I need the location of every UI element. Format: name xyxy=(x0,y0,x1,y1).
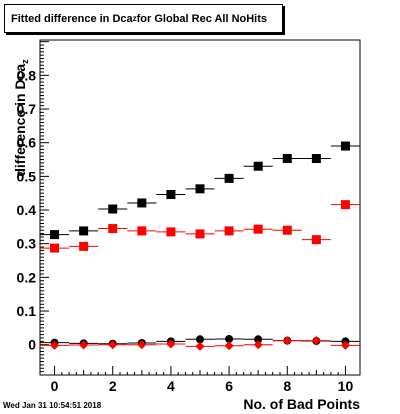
data-point-square xyxy=(282,154,292,164)
y-axis-label-subscript: z xyxy=(20,59,30,64)
data-point-square xyxy=(137,226,147,236)
data-point-square xyxy=(108,204,118,214)
data-point-square xyxy=(195,184,205,194)
data-point-square xyxy=(224,173,234,183)
y-tick-label: 0.4 xyxy=(17,202,37,218)
data-point-diamond xyxy=(311,336,321,346)
data-point-square xyxy=(166,190,176,200)
y-tick-label: 0.7 xyxy=(17,101,37,117)
data-point-diamond xyxy=(195,341,205,351)
data-point-diamond xyxy=(224,341,234,351)
data-point-square xyxy=(311,154,321,164)
data-point-diamond xyxy=(340,340,350,350)
data-point-diamond xyxy=(282,336,292,346)
data-point-diamond xyxy=(108,340,118,350)
data-point-square xyxy=(79,241,89,251)
chart-title: Fitted difference in Dca z for Global Rec… xyxy=(4,4,283,33)
data-point-square xyxy=(224,226,234,236)
title-main: Fitted difference in Dca xyxy=(11,12,133,25)
y-tick-label: 0.2 xyxy=(17,269,37,285)
data-point-square xyxy=(108,224,118,234)
y-tick-label: 0.6 xyxy=(17,135,37,151)
data-point-square xyxy=(50,243,60,253)
x-tick-label: 0 xyxy=(51,378,59,394)
x-tick-label: 4 xyxy=(167,378,175,394)
y-tick-label: 0.1 xyxy=(17,303,37,319)
data-point-diamond xyxy=(253,340,263,350)
data-point-square xyxy=(137,198,147,208)
x-tick-label: 2 xyxy=(109,378,117,394)
x-tick-label: 8 xyxy=(283,378,291,394)
data-point-square xyxy=(340,141,350,151)
data-point-diamond xyxy=(50,340,60,350)
x-tick-label: 10 xyxy=(338,378,354,394)
data-point-square xyxy=(166,227,176,237)
y-axis-label-text: difference in Dca xyxy=(12,63,28,177)
data-point-square xyxy=(282,225,292,235)
data-point-square xyxy=(253,161,263,171)
data-point-diamond xyxy=(166,339,176,349)
title-subscript: z xyxy=(132,14,137,23)
data-point-square xyxy=(79,226,89,236)
data-point-diamond xyxy=(79,340,89,350)
data-point-diamond xyxy=(137,340,147,350)
x-axis-label: No. of Bad Points xyxy=(243,396,360,412)
y-tick-label: 0 xyxy=(28,337,36,353)
data-point-square xyxy=(340,200,350,210)
plot-frame xyxy=(39,39,361,376)
data-point-square xyxy=(253,224,263,234)
data-point-circle xyxy=(196,335,204,344)
title-rest: for Global Rec All NoHits xyxy=(136,12,268,25)
y-tick-label: 0.5 xyxy=(17,168,37,184)
y-tick-label: 0.8 xyxy=(17,67,37,83)
data-point-square xyxy=(50,230,60,240)
timestamp: Wed Jan 31 10:54:51 2018 xyxy=(3,401,102,410)
data-point-circle xyxy=(225,334,234,343)
y-tick-label: 0.3 xyxy=(17,236,37,252)
y-axis-label: difference in Dcaz xyxy=(12,59,30,176)
x-tick-label: 6 xyxy=(225,378,233,394)
data-point-square xyxy=(311,235,321,245)
data-point-circle xyxy=(254,335,263,344)
data-point-square xyxy=(195,229,205,239)
